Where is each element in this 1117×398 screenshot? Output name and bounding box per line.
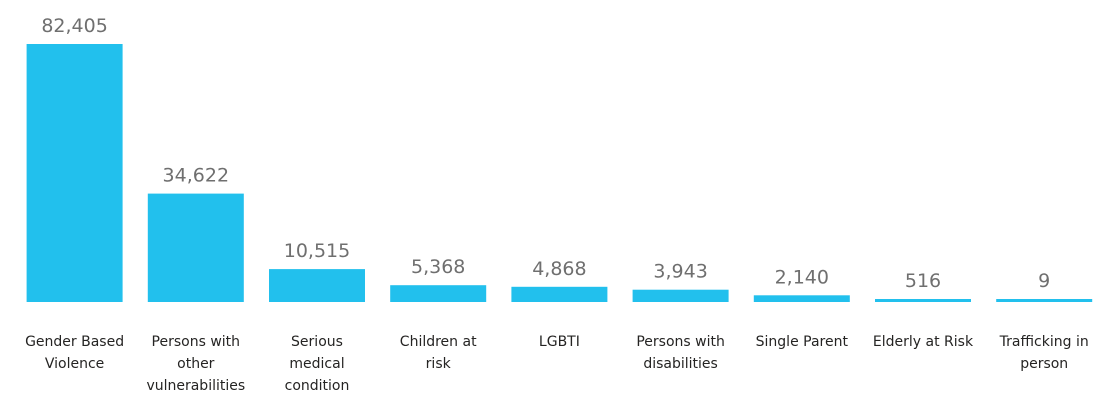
category-label: Single Parent bbox=[756, 334, 849, 350]
category-label: Serious medical condition bbox=[285, 334, 350, 394]
category-label-line: person bbox=[1020, 356, 1068, 372]
value-label: 10,515 bbox=[284, 240, 350, 262]
category-label-line: Single Parent bbox=[756, 334, 849, 350]
bar[interactable] bbox=[147, 193, 244, 302]
category-label: Trafficking in person bbox=[999, 334, 1089, 372]
bar[interactable] bbox=[632, 289, 729, 302]
value-label: 82,405 bbox=[41, 15, 107, 37]
category-label-line: Serious bbox=[291, 334, 343, 350]
category-label-line: disabilities bbox=[643, 356, 718, 372]
value-labels-group: 82,405 34,622 10,515 5,368 4,868 3,943 2,140 51… bbox=[41, 15, 1050, 292]
value-label: 4,868 bbox=[532, 258, 586, 280]
bar[interactable] bbox=[26, 44, 123, 302]
category-label-line: Children at bbox=[400, 334, 477, 350]
category-label-line: medical bbox=[289, 356, 344, 372]
category-labels-group: Gender Based Violence Persons with other vul… bbox=[25, 334, 1089, 394]
category-label-line: Trafficking in bbox=[999, 334, 1089, 350]
bars-group bbox=[26, 44, 1093, 302]
value-label: 5,368 bbox=[411, 256, 465, 278]
category-label-line: Violence bbox=[45, 356, 104, 372]
category-label: Persons with other vulnerabilities bbox=[146, 334, 245, 394]
category-label-line: risk bbox=[426, 356, 452, 372]
category-label: Elderly at Risk bbox=[873, 334, 974, 350]
value-label: 2,140 bbox=[775, 266, 829, 288]
bar[interactable] bbox=[269, 269, 365, 302]
value-label: 516 bbox=[905, 270, 941, 292]
bar[interactable] bbox=[511, 286, 608, 302]
category-label-line: vulnerabilities bbox=[146, 378, 245, 394]
value-label: 3,943 bbox=[653, 261, 707, 283]
category-label-line: Persons with bbox=[636, 334, 725, 350]
category-label-line: Gender Based bbox=[25, 334, 124, 350]
category-label: LGBTI bbox=[539, 334, 580, 350]
category-label-line: Elderly at Risk bbox=[873, 334, 974, 350]
category-label: Gender Based Violence bbox=[25, 334, 124, 372]
bar[interactable] bbox=[390, 285, 487, 302]
category-label: Persons with disabilities bbox=[636, 334, 725, 372]
category-label: Children at risk bbox=[400, 334, 477, 372]
value-label: 9 bbox=[1038, 270, 1050, 292]
category-label-line: condition bbox=[285, 378, 350, 394]
bar[interactable] bbox=[875, 299, 971, 302]
value-label: 34,622 bbox=[163, 165, 229, 187]
category-label-line: Persons with bbox=[152, 334, 241, 350]
bar[interactable] bbox=[753, 295, 850, 302]
bar[interactable] bbox=[996, 299, 1093, 302]
category-label-line: other bbox=[177, 356, 215, 372]
category-label-line: LGBTI bbox=[539, 334, 580, 350]
